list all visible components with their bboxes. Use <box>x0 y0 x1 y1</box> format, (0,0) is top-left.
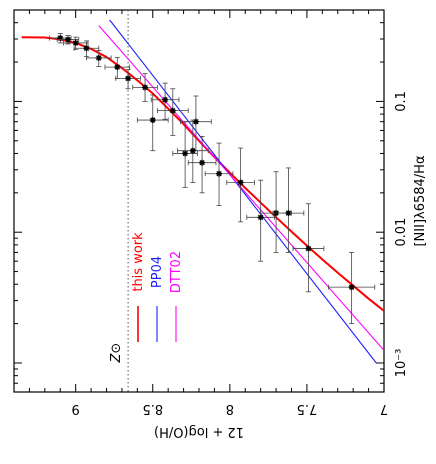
data-point <box>104 57 131 79</box>
point-marker <box>257 214 264 221</box>
y-tick-label: 0.1 <box>394 91 409 112</box>
x-tick-label: 9 <box>72 401 80 416</box>
point-marker <box>169 107 176 114</box>
y-axis-label: [NII]λ6584/Hα <box>413 155 428 246</box>
data-point <box>115 69 141 90</box>
data-point <box>73 40 100 58</box>
data-point <box>86 50 112 67</box>
legend-label: PP04 <box>150 256 165 288</box>
data-point <box>62 36 89 50</box>
data-point <box>177 119 209 183</box>
point-marker <box>192 118 199 125</box>
series-line <box>98 25 384 351</box>
x-tick-label: 7.5 <box>297 401 318 416</box>
chart-text: 9 8.5 8 7.5 7 0.1 0.01 10⁻³ 12 + log(O/H) [NII]λ6… <box>72 91 428 439</box>
data-point <box>246 179 275 262</box>
data-point <box>172 121 198 188</box>
x-tick-label: 8.5 <box>142 401 163 416</box>
legend-label: DTT02 <box>169 251 184 293</box>
point-marker <box>95 54 102 61</box>
point-marker <box>189 147 196 154</box>
solar-reference-label: Z⊙ <box>109 343 124 364</box>
point-marker <box>237 179 244 186</box>
point-marker <box>305 245 312 252</box>
y-tick-label: 0.01 <box>394 218 409 247</box>
point-marker <box>57 35 64 42</box>
series-line <box>21 36 384 312</box>
data-point <box>156 88 189 136</box>
point-marker <box>114 64 121 71</box>
point-marker <box>199 159 206 166</box>
point-marker <box>285 210 292 217</box>
data-point <box>292 203 325 293</box>
data-point <box>204 142 234 206</box>
data-point <box>328 252 376 325</box>
point-marker <box>125 75 132 82</box>
data-point <box>136 94 169 152</box>
point-marker <box>216 170 223 177</box>
x-tick-label: 8 <box>226 401 234 416</box>
legend-label: this work <box>131 232 146 292</box>
data-point <box>272 167 305 253</box>
chart-marks <box>21 10 384 392</box>
point-marker <box>83 45 90 52</box>
point-marker <box>72 39 79 46</box>
point-marker <box>64 36 71 43</box>
data-point <box>226 147 255 223</box>
x-axis-label: 12 + log(O/H) <box>154 424 244 439</box>
point-marker <box>149 117 156 124</box>
point-marker <box>348 284 355 291</box>
plot-frame <box>13 9 385 393</box>
x-tick-label: 7 <box>380 401 388 416</box>
data-point <box>187 136 217 194</box>
point-marker <box>182 150 189 157</box>
plot-area <box>13 9 385 393</box>
series-line <box>109 19 377 364</box>
point-marker <box>142 84 149 91</box>
data-point <box>150 82 180 120</box>
point-marker <box>162 96 169 103</box>
data-point <box>132 73 158 102</box>
y-tick-label: 10⁻³ <box>394 349 409 378</box>
